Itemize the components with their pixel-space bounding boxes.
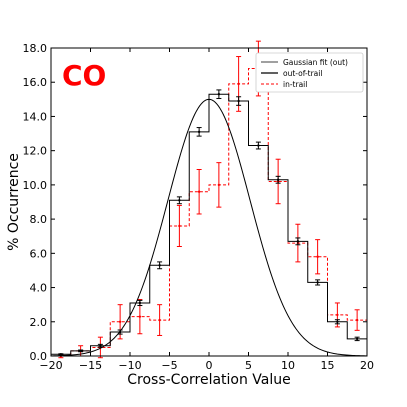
y-tick-label: 8.0: [30, 213, 48, 226]
out-of-trail-error-bar: [157, 261, 163, 270]
out-of-trail-error-bar: [78, 349, 84, 353]
out-of-trail-error-bar: [334, 319, 340, 325]
y-axis-label: % Occurrence: [6, 153, 22, 251]
out-of-trail-error-bar: [97, 343, 103, 348]
out-of-trail-point: [138, 301, 142, 305]
x-tick-label: 20: [360, 359, 374, 372]
out-of-trail-point: [197, 130, 201, 134]
in-trail-point: [138, 315, 142, 318]
x-tick-label: −20: [39, 359, 62, 372]
in-trail-point: [355, 318, 359, 322]
in-trail-point: [336, 313, 339, 317]
out-of-trail-point: [257, 144, 260, 147]
out-of-trail-error-bar: [275, 175, 281, 184]
out-of-trail-error-bar: [315, 279, 321, 286]
x-tick-label: 15: [321, 359, 335, 372]
ticks-layer: −20 −15 −10 −5 0 5 10 15 20 0.0 2.0 4.0 6.0 8.0 10.0 12…: [23, 42, 375, 372]
out-of-trail-point: [276, 178, 280, 181]
y-tick-label: 10.0: [23, 179, 48, 192]
out-of-trail-error-bar: [176, 196, 182, 205]
out-of-trail-error-bar: [216, 89, 222, 99]
chart-annotation: CO: [62, 59, 106, 92]
x-tick-label: −5: [161, 359, 177, 372]
out-of-trail-point: [158, 264, 161, 267]
y-tick-label: 6.0: [30, 247, 48, 260]
x-tick-label: −15: [79, 359, 102, 372]
plot-layer: [50, 40, 368, 359]
out-of-trail-error-bar: [196, 127, 202, 137]
out-of-trail-point: [79, 349, 82, 353]
x-tick-label: 0: [206, 359, 213, 372]
x-axis-label: Cross-Correlation Value: [127, 372, 291, 388]
legend-entry-label: in-trail: [283, 80, 307, 89]
in-trail-point: [237, 82, 240, 86]
in-trail-error-bar: [216, 162, 222, 208]
y-tick-label: 16.0: [23, 76, 48, 89]
out-of-trail-point: [355, 337, 359, 341]
in-trail-point: [158, 318, 161, 322]
in-trail-error-bar: [354, 309, 360, 331]
out-of-trail-point: [336, 320, 339, 323]
x-tick-label: 10: [281, 359, 295, 372]
in-trail-point: [178, 224, 181, 228]
y-tick-label: 14.0: [23, 110, 48, 123]
in-trail-error-bar: [315, 239, 321, 275]
in-trail-point: [197, 190, 201, 193]
in-trail-point: [118, 320, 122, 323]
gaussian-fit-curve: [50, 98, 368, 357]
x-tick-label: 5: [245, 359, 252, 372]
out-of-trail-step-line: [50, 93, 368, 356]
out-of-trail-point: [217, 93, 221, 96]
out-of-trail-point: [99, 344, 102, 347]
in-trail-error-bar: [157, 304, 163, 336]
out-of-trail-error-bar: [236, 96, 242, 106]
out-of-trail-point: [178, 199, 181, 202]
in-trail-error-bar: [176, 204, 182, 247]
out-of-trail-point: [59, 353, 63, 356]
out-of-trail-point: [237, 99, 240, 103]
x-tick-label: −10: [118, 359, 141, 372]
out-of-trail-error-bar: [58, 353, 64, 356]
y-tick-label: 4.0: [30, 282, 48, 295]
out-of-trail-error-bar: [255, 141, 261, 150]
out-of-trail-error-bar: [137, 299, 143, 307]
out-of-trail-point: [296, 240, 300, 243]
y-tick-label: 12.0: [23, 145, 48, 158]
in-trail-point: [316, 255, 319, 258]
out-of-trail-error-bar: [295, 237, 301, 246]
y-tick-label: 18.0: [23, 42, 48, 55]
legend-entry-label: out-of-trail: [283, 69, 322, 78]
in-trail-point: [217, 183, 221, 187]
out-of-trail-error-bar: [354, 336, 360, 342]
y-tick-label: 0.0: [30, 350, 48, 363]
y-tick-label: 2.0: [30, 316, 48, 329]
in-trail-error-bar: [196, 168, 202, 215]
legend-box: [255, 52, 364, 93]
legend-entry-label: Gaussian fit (out): [283, 58, 348, 67]
out-of-trail-point: [316, 281, 319, 284]
legend: Gaussian fit (out) out-of-trail in-trail: [255, 52, 364, 93]
